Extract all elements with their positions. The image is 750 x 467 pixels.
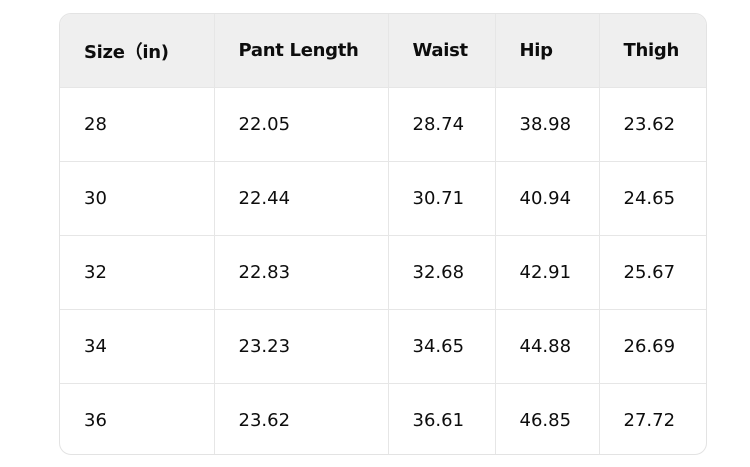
table-row: 36 23.62 36.61 46.85 27.72 — [60, 383, 706, 454]
cell-hip: 40.94 — [495, 161, 600, 236]
cell-hip: 38.98 — [495, 87, 600, 162]
cell-pant-length: 22.05 — [214, 87, 389, 162]
cell-size: 34 — [60, 309, 215, 384]
header-thigh: Thigh — [599, 14, 706, 88]
header-pant-length: Pant Length — [214, 14, 389, 88]
cell-thigh: 25.67 — [599, 235, 706, 310]
cell-hip: 42.91 — [495, 235, 600, 310]
cell-size: 28 — [60, 87, 215, 162]
cell-pant-length: 22.83 — [214, 235, 389, 310]
cell-thigh: 24.65 — [599, 161, 706, 236]
table-row: 32 22.83 32.68 42.91 25.67 — [60, 235, 706, 310]
cell-pant-length: 23.62 — [214, 383, 389, 454]
size-chart-table: Size（in) Pant Length Waist Hip Thigh 28 2… — [60, 14, 706, 454]
header-row: Size（in) Pant Length Waist Hip Thigh — [60, 14, 706, 88]
cell-size: 32 — [60, 235, 215, 310]
cell-thigh: 23.62 — [599, 87, 706, 162]
cell-waist: 36.61 — [388, 383, 496, 454]
cell-size: 36 — [60, 383, 215, 454]
cell-pant-length: 22.44 — [214, 161, 389, 236]
table-row: 28 22.05 28.74 38.98 23.62 — [60, 87, 706, 162]
header-size: Size（in) — [60, 14, 215, 88]
cell-waist: 32.68 — [388, 235, 496, 310]
cell-thigh: 26.69 — [599, 309, 706, 384]
cell-waist: 30.71 — [388, 161, 496, 236]
size-chart-table-container: Size（in) Pant Length Waist Hip Thigh 28 2… — [59, 13, 707, 455]
header-waist: Waist — [388, 14, 496, 88]
cell-waist: 28.74 — [388, 87, 496, 162]
cell-thigh: 27.72 — [623, 410, 676, 431]
cell-waist: 34.65 — [388, 309, 496, 384]
cell-pant-length: 23.23 — [214, 309, 389, 384]
table-row: 30 22.44 30.71 40.94 24.65 — [60, 161, 706, 236]
header-hip: Hip — [495, 14, 600, 88]
table-row: 34 23.23 34.65 44.88 26.69 — [60, 309, 706, 384]
cell-hip: 46.85 — [495, 383, 600, 454]
cell-hip: 44.88 — [495, 309, 600, 384]
cell-size: 30 — [60, 161, 215, 236]
